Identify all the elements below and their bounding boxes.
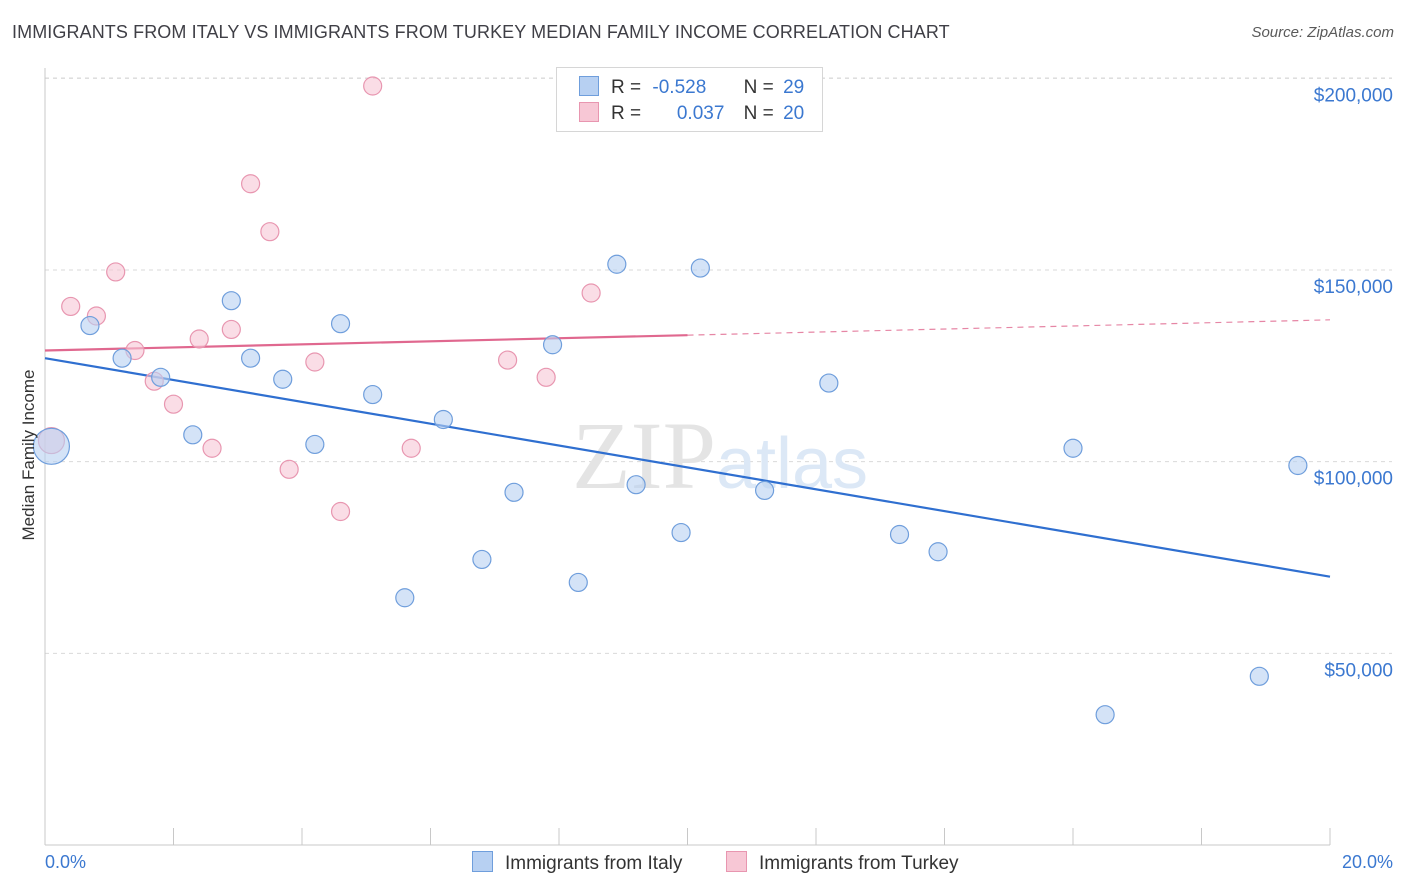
point-turkey (498, 350, 518, 370)
point-turkey (221, 319, 241, 340)
legend-italy-n-label: N = (743, 77, 774, 98)
point-italy (221, 291, 241, 311)
legend-italy-r-label: R = (611, 77, 642, 98)
trend-line-italy (44, 357, 1331, 578)
legend-row-italy: R = -0.528 N = 29 (579, 76, 804, 100)
legend-turkey-n-value: 20 (783, 103, 805, 124)
y-axis-label: Median Family Income (19, 369, 38, 540)
point-italy (671, 522, 691, 543)
point-italy (32, 427, 71, 465)
point-italy (183, 425, 203, 445)
trend-lines (44, 319, 1331, 578)
bottom-legend-italy-label: Immigrants from Italy (505, 853, 683, 874)
bottom-legend-swatch-turkey (726, 851, 747, 872)
point-turkey (61, 296, 81, 317)
legend-turkey-r-value: 0.037 (676, 103, 725, 124)
point-italy (241, 348, 261, 368)
point-italy (151, 367, 171, 387)
point-turkey (260, 222, 280, 242)
point-italy (1063, 438, 1083, 458)
point-turkey (163, 394, 184, 414)
point-turkey (241, 174, 261, 194)
point-italy (889, 524, 910, 545)
point-italy (330, 314, 351, 334)
point-turkey (202, 438, 222, 458)
point-italy (1288, 455, 1308, 476)
watermark: ZIPatlas (572, 402, 868, 509)
point-turkey (305, 352, 325, 372)
point-italy (472, 549, 492, 570)
point-turkey (536, 367, 556, 387)
x-tick-label-end: 20.0% (1342, 852, 1393, 872)
watermark-zip: ZIP (572, 402, 716, 509)
legend-turkey-r-label: R = (611, 103, 642, 124)
point-italy (395, 588, 415, 608)
chart-title: IMMIGRANTS FROM ITALY VS IMMIGRANTS FROM… (12, 22, 950, 42)
data-points (32, 76, 1308, 725)
legend-row-turkey: R = 0.037 N = 20 (579, 102, 804, 126)
point-italy (690, 258, 710, 278)
point-italy (607, 254, 627, 274)
point-italy (819, 373, 839, 393)
y-tick-label: $150,000 (1314, 277, 1393, 298)
legend-swatch-italy (579, 76, 599, 96)
watermark-atlas: atlas (716, 424, 868, 504)
bottom-legend-swatch-italy (472, 851, 493, 872)
point-italy (542, 335, 563, 355)
x-tick-label-start: 0.0% (45, 852, 86, 872)
legend-swatch-turkey (579, 102, 599, 122)
point-turkey (106, 262, 126, 282)
trend-line-turkey-extension (687, 319, 1331, 336)
point-italy (112, 348, 132, 368)
y-tick-label: $200,000 (1314, 85, 1393, 106)
legend-italy-n-value: 29 (783, 77, 805, 98)
point-italy (754, 480, 775, 501)
point-turkey (189, 329, 209, 349)
source-label: Source: ZipAtlas.com (1251, 24, 1394, 41)
bottom-legend-italy: Immigrants from Italy (472, 851, 682, 875)
point-italy (305, 434, 325, 455)
point-italy (626, 475, 646, 495)
point-italy (273, 369, 293, 389)
bottom-legend-turkey-label: Immigrants from Turkey (759, 853, 959, 874)
y-tick-label: $100,000 (1314, 469, 1393, 490)
point-italy (928, 542, 948, 562)
point-italy (433, 409, 453, 430)
point-italy (568, 572, 588, 593)
point-italy (80, 315, 100, 336)
legend-turkey-n-label: N = (743, 103, 774, 124)
y-tick-label: $50,000 (1324, 660, 1393, 681)
point-turkey (330, 501, 351, 522)
point-turkey (279, 459, 299, 479)
bottom-legend-turkey: Immigrants from Turkey (726, 851, 959, 875)
correlation-legend: R = -0.528 N = 29 R = 0.037 N = 20 (556, 67, 823, 132)
point-turkey (363, 76, 383, 96)
point-italy (363, 384, 383, 405)
point-turkey (401, 438, 421, 458)
point-italy (1249, 666, 1269, 686)
legend-italy-r-value: -0.528 (652, 77, 707, 98)
tick-labels: $50,000 $100,000 $150,000 $200,000 0.0% 20.0% (45, 85, 1393, 872)
point-italy (1095, 705, 1115, 725)
point-turkey (581, 283, 601, 303)
trend-line-turkey (44, 334, 688, 352)
point-italy (504, 482, 524, 502)
